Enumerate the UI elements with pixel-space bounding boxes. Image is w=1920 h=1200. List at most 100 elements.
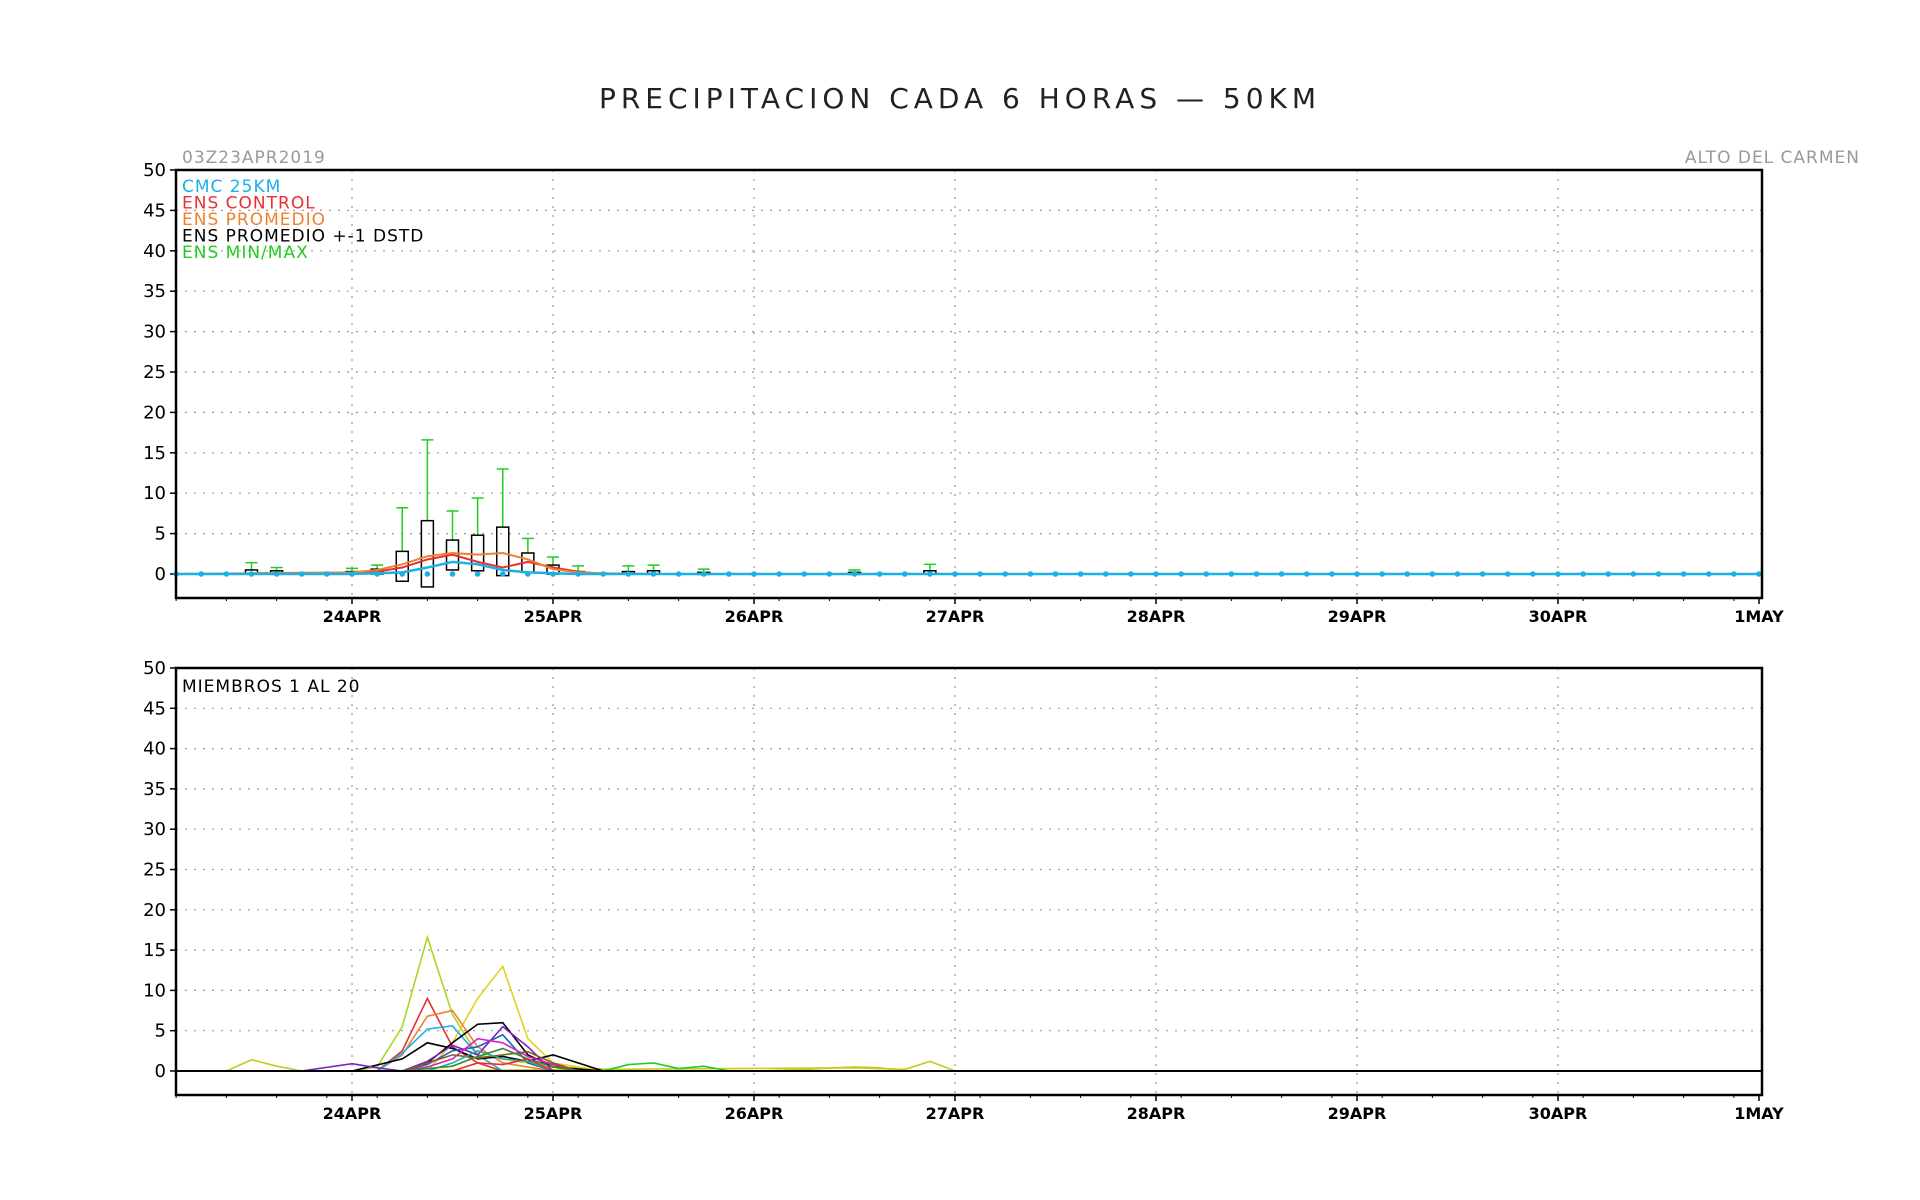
std-box: [470, 534, 485, 572]
top-x-tick-label: 26APR: [725, 607, 784, 626]
cmc-point: [1530, 571, 1536, 577]
cmc-point: [625, 571, 632, 577]
cmc-point: [399, 571, 406, 577]
cmc-point: [1454, 571, 1461, 577]
cmc-point: [349, 571, 355, 577]
cmc-point: [273, 571, 280, 577]
bottom-x-tick-label: 27APR: [926, 1104, 985, 1123]
member-series-line: [452, 1058, 554, 1072]
bottom-y-tick-label: 10: [143, 980, 166, 1001]
cmc-point: [1052, 571, 1059, 577]
cmc-point: [1077, 571, 1084, 577]
cmc-point: [1404, 571, 1411, 577]
cmc-point: [776, 571, 782, 577]
location-label: ALTO DEL CARMEN: [1685, 148, 1860, 168]
bottom-y-tick-label: 35: [143, 779, 166, 800]
cmc-point: [1354, 571, 1360, 577]
top-y-tick-label: 45: [143, 200, 166, 221]
bottom-y-tick-label: 40: [143, 739, 166, 760]
std-box: [420, 519, 435, 588]
cmc-point: [449, 571, 456, 577]
bottom-y-tick-label: 15: [143, 940, 166, 961]
top-y-tick-label: 10: [143, 483, 166, 504]
cmc-point: [726, 571, 732, 577]
bottom-y-tick-label: 5: [155, 1021, 166, 1042]
top-y-tick-label: 25: [143, 362, 166, 383]
top-y-tick-label: 50: [143, 160, 166, 181]
top-x-tick-label: 1MAY: [1734, 607, 1784, 626]
cmc-point: [1203, 571, 1210, 577]
members-panel: 0 5 10 15 20 25 30 35 40 45 50 24APR 25APR 26APR 27APR…: [143, 658, 1784, 1123]
cmc-point: [1253, 571, 1260, 577]
cmc-series-line: [176, 560, 1759, 576]
cmc-point: [1756, 571, 1762, 577]
bottom-x-tick-label: 26APR: [725, 1104, 784, 1123]
top-x-tick-label: 24APR: [323, 607, 382, 626]
cmc-point: [499, 571, 506, 577]
cmc-point: [700, 571, 707, 577]
top-x-tick-label: 29APR: [1328, 607, 1387, 626]
cmc-point: [1228, 571, 1235, 577]
member-series-line: [351, 934, 654, 1072]
cmc-point: [1178, 571, 1184, 577]
legend-std: ENS PROMEDIO +-1 DSTD: [182, 227, 424, 247]
cmc-point: [1102, 571, 1109, 577]
bottom-plot-frame: [174, 666, 1764, 1097]
bottom-x-tick-label: 29APR: [1328, 1104, 1387, 1123]
cmc-point: [952, 571, 958, 577]
member-series-line: [376, 996, 503, 1072]
bottom-y-tick-label: 20: [143, 900, 166, 921]
cmc-point: [1128, 571, 1134, 577]
bottom-x-tick-label: 1MAY: [1734, 1104, 1784, 1123]
cmc-point: [927, 571, 933, 577]
cmc-point: [1479, 571, 1486, 577]
top-y-tick-label: 30: [143, 322, 166, 343]
members-panel-title: MIEMBROS 1 AL 20: [182, 677, 361, 697]
cmc-point: [1731, 571, 1737, 577]
member-series-line: [402, 1033, 554, 1072]
cmc-point: [1429, 571, 1436, 577]
cmc-point: [424, 571, 431, 577]
bottom-y-tick-label: 50: [143, 658, 166, 679]
legend-promedio: ENS PROMEDIO: [182, 210, 326, 230]
cmc-point: [1605, 571, 1612, 577]
top-y-tick-label: 0: [155, 564, 166, 585]
ensemble-summary-panel: 0 5 10 15 20 25 30 35 40 45 50 24APR 25APR 26APR 27APR…: [143, 160, 1784, 626]
chart-title: PRECIPITACION CADA 6 HORAS — 50KM: [599, 82, 1321, 115]
top-x-tick-label: 30APR: [1529, 607, 1588, 626]
cmc-point: [600, 571, 607, 577]
cmc-point: [248, 571, 255, 577]
bottom-x-tick-label: 30APR: [1529, 1104, 1588, 1123]
bottom-y-tick-label: 30: [143, 819, 166, 840]
cmc-point: [474, 571, 481, 577]
cmc-point: [675, 571, 682, 577]
cmc-point: [1655, 571, 1662, 577]
top-y-tick-label: 40: [143, 241, 166, 262]
init-time-label: 03Z23APR2019: [182, 148, 326, 168]
cmc-point: [1379, 571, 1385, 577]
top-x-tick-label: 28APR: [1127, 607, 1186, 626]
cmc-point: [1680, 571, 1687, 577]
cmc-point: [1027, 571, 1034, 577]
cmc-point: [223, 571, 230, 577]
cmc-point: [650, 571, 657, 577]
top-plot-frame: [174, 168, 1764, 600]
bottom-x-tick-label: 24APR: [323, 1104, 382, 1123]
member-series-line: [753, 1066, 905, 1072]
cmc-point: [1303, 571, 1310, 577]
top-y-tick-label: 35: [143, 281, 166, 302]
cmc-point: [298, 571, 305, 577]
member-series-line: [301, 1062, 403, 1072]
member-series-line: [401, 1025, 554, 1072]
cmc-point: [1504, 571, 1511, 577]
bottom-y-tick-label: 45: [143, 698, 166, 719]
top-x-tick-label: 25APR: [524, 607, 583, 626]
cmc-point: [1278, 571, 1285, 577]
cmc-point: [1630, 571, 1637, 577]
member-series-line: [402, 1050, 579, 1072]
top-y-tick-label: 15: [143, 443, 166, 464]
cmc-point: [1153, 571, 1159, 577]
bottom-x-tick-label: 25APR: [524, 1104, 583, 1123]
cmc-point: [525, 571, 531, 577]
